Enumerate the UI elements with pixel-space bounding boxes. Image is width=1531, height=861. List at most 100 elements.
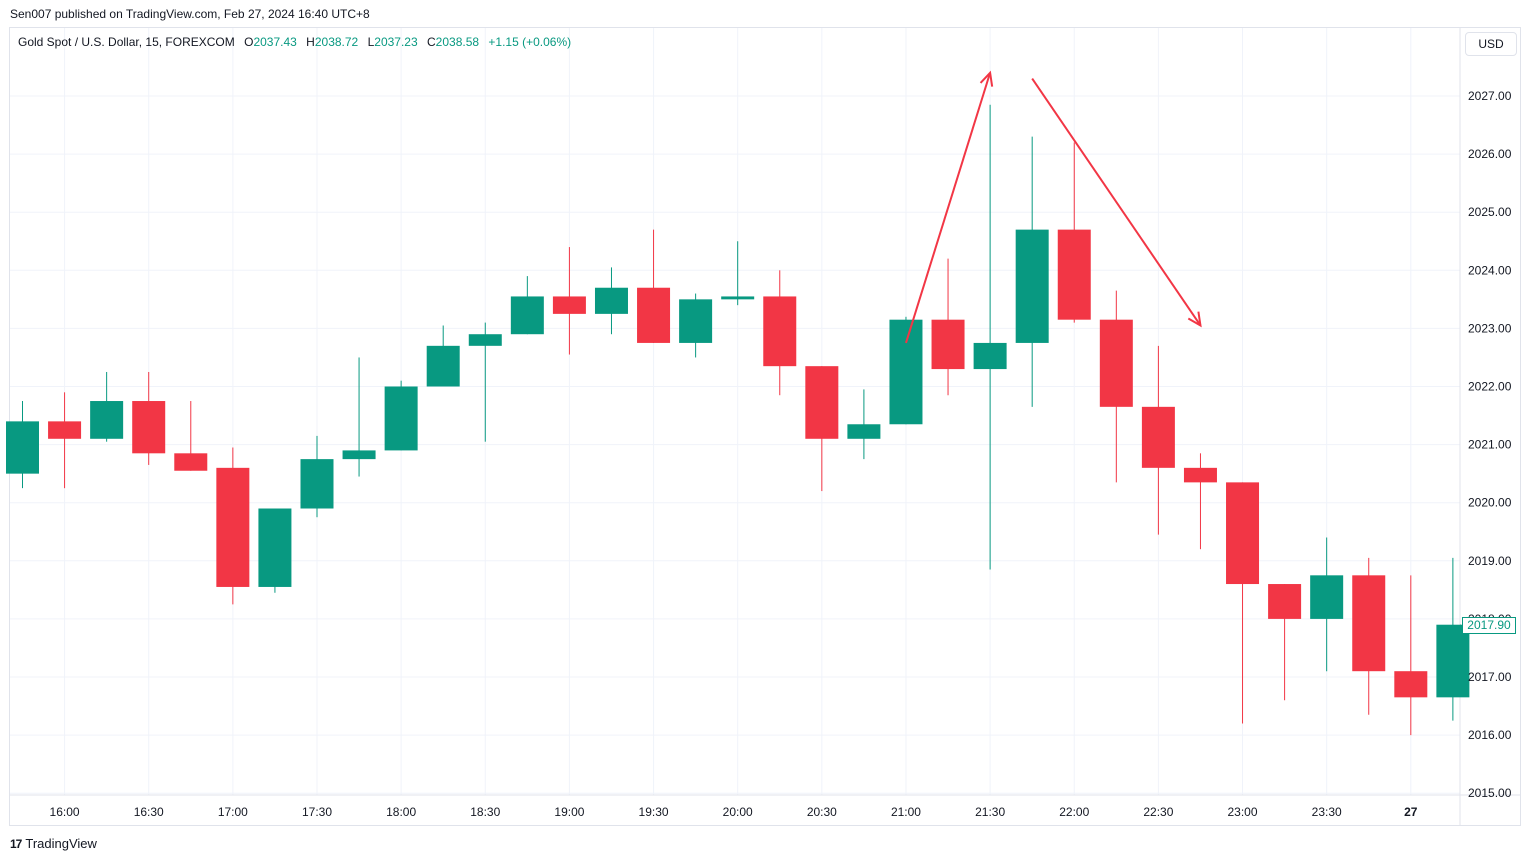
candle-body (1099, 319, 1133, 407)
symbol-legend: Gold Spot / U.S. Dollar, 15, FOREXCOM O 2… (18, 35, 571, 49)
tradingview-logo-icon: 17 (10, 836, 22, 851)
price-tick-label: 2025.00 (1468, 205, 1512, 219)
candle (258, 508, 292, 593)
candle-body (1352, 575, 1386, 672)
price-tick-label: 2016.00 (1468, 728, 1512, 742)
candle (48, 392, 82, 489)
candle (1436, 557, 1470, 721)
time-tick-label: 18:30 (470, 805, 500, 819)
candle-body (384, 386, 418, 451)
tradingview-brand[interactable]: 17 TradingView (10, 836, 97, 851)
annotation-arrow (905, 70, 994, 344)
time-tick-label: 23:30 (1312, 805, 1342, 819)
candle-body (342, 450, 376, 460)
time-tick-label: 19:30 (639, 805, 669, 819)
candle-body (258, 508, 292, 587)
candle-body (1141, 406, 1175, 468)
price-tick-label: 2017.00 (1468, 670, 1512, 684)
candle (721, 241, 755, 306)
close-value: 2038.58 (435, 35, 480, 49)
candle-body (805, 366, 839, 439)
candle (384, 380, 418, 451)
candle-body (468, 334, 502, 346)
candle (552, 247, 586, 355)
price-axis[interactable]: 2027.00 2026.00 2025.00 2024.00 2023.00 2022.… (1468, 89, 1512, 800)
candle-body (132, 401, 166, 454)
candle-body (426, 345, 460, 387)
time-tick-label: 17:30 (302, 805, 332, 819)
time-tick-label: 17:00 (218, 805, 248, 819)
arrow-shaft (905, 72, 992, 344)
candle (931, 258, 965, 396)
candle (847, 389, 881, 460)
high-value: 2038.72 (314, 35, 359, 49)
time-tick-label: 27 (1404, 805, 1418, 819)
candle (1099, 290, 1133, 483)
annotation-arrows (905, 70, 1202, 344)
candle (174, 401, 208, 471)
candle-body (510, 296, 544, 335)
candle (1141, 345, 1175, 535)
candles (6, 104, 1470, 736)
candle-body (174, 453, 208, 471)
close-label: C (427, 35, 436, 49)
candle (468, 322, 502, 442)
candle-body (6, 421, 39, 474)
price-tick-label: 2020.00 (1468, 496, 1512, 510)
price-tick-label: 2022.00 (1468, 380, 1512, 394)
candle (1015, 136, 1049, 407)
annotation-arrow (1031, 78, 1202, 328)
time-tick-label: 21:30 (975, 805, 1005, 819)
time-tick-label: 20:30 (807, 805, 837, 819)
price-tick-label: 2015.00 (1468, 786, 1512, 800)
candle-body (1394, 671, 1428, 698)
candle (1268, 584, 1302, 701)
candle-body (931, 319, 965, 370)
candle (300, 435, 334, 518)
currency-button[interactable]: USD (1465, 32, 1517, 56)
candle (973, 104, 1007, 570)
candle (1226, 482, 1260, 724)
candle (132, 371, 166, 465)
candle (679, 293, 713, 358)
price-tick-label: 2024.00 (1468, 263, 1512, 277)
arrow-shaft (1031, 78, 1202, 327)
candle-body (1057, 229, 1091, 320)
candle-body (889, 319, 923, 425)
candle (1352, 557, 1386, 715)
candle-body (594, 287, 628, 314)
candle-body (1268, 584, 1302, 619)
candle-body (1226, 482, 1260, 585)
candle-body (973, 342, 1007, 370)
grid-lines (10, 28, 1520, 825)
time-axis[interactable]: 16:00 16:30 17:00 17:30 18:00 18:30 19:00 19:30… (50, 805, 1418, 819)
symbol-name[interactable]: Gold Spot / U.S. Dollar, 15, FOREXCOM (18, 35, 235, 49)
candle (342, 357, 376, 477)
time-tick-label: 20:00 (723, 805, 753, 819)
arrow-head-icon (1187, 311, 1202, 328)
high-label: H (306, 35, 315, 49)
time-tick-label: 16:00 (50, 805, 80, 819)
candle-body (552, 296, 586, 314)
candle (510, 276, 544, 335)
time-tick-label: 23:00 (1228, 805, 1258, 819)
candle-body (847, 424, 881, 439)
price-tick-label: 2019.00 (1468, 554, 1512, 568)
candle-body (763, 296, 797, 367)
candle (1057, 142, 1091, 323)
change-value: +1.15 (+0.06%) (488, 35, 572, 49)
candle-body (1183, 467, 1217, 483)
candle-body (1436, 624, 1470, 698)
last-price-tag: 2017.90 (1462, 617, 1516, 634)
time-tick-label: 19:00 (554, 805, 584, 819)
candle (1183, 453, 1217, 550)
open-label: O (244, 35, 254, 49)
candle-body (1310, 575, 1344, 619)
low-value: 2037.23 (374, 35, 418, 49)
time-tick-label: 16:30 (134, 805, 164, 819)
time-tick-label: 22:30 (1143, 805, 1173, 819)
candle (637, 229, 671, 343)
price-tick-label: 2021.00 (1468, 438, 1512, 452)
arrow-head-icon (979, 70, 994, 87)
